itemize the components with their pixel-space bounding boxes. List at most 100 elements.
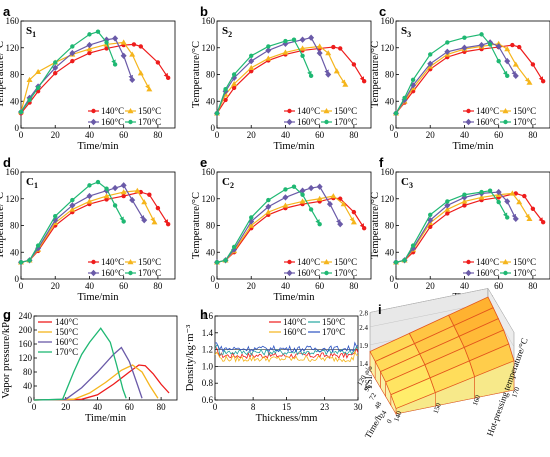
data-point	[141, 199, 148, 205]
data-point	[87, 32, 92, 37]
x-tick-label: 40	[93, 402, 103, 412]
data-point	[231, 72, 237, 77]
data-point	[249, 53, 254, 58]
x-tick-label: 80	[157, 402, 167, 412]
data-point	[214, 260, 220, 265]
legend-marker	[324, 119, 329, 125]
x-axis-label: Time/min	[273, 292, 315, 303]
x-tick-label: 80	[153, 130, 163, 140]
x-axis-label: Time/min	[273, 141, 315, 152]
arrow-head	[525, 213, 530, 219]
data-point	[129, 51, 136, 57]
data-point	[410, 77, 416, 83]
y-axis-label: Temperature/°C	[0, 192, 6, 259]
data-point	[282, 194, 289, 201]
legend-marker	[90, 118, 97, 126]
arrow-head	[340, 79, 346, 85]
data-point	[299, 45, 306, 51]
data-point	[526, 79, 533, 85]
panel-label-a: a	[3, 4, 11, 19]
data-point	[496, 199, 501, 205]
data-point	[444, 206, 451, 212]
data-point	[300, 192, 305, 197]
arrow-head	[336, 219, 341, 225]
data-point	[299, 36, 306, 43]
y-tick-label: 120	[381, 43, 395, 53]
data-point	[147, 192, 152, 197]
data-point	[402, 258, 407, 263]
panel-b: 0 20 40 60 80 0 40 80 120 160 Time/min Temperature/…	[191, 16, 372, 152]
y-tick-label: 0	[390, 274, 395, 284]
panel-title-main: S	[401, 25, 407, 37]
y-axis-label: Density/kg·m⁻³	[185, 325, 196, 391]
legend-label: 150°C	[334, 106, 357, 116]
legend-marker	[466, 108, 471, 114]
arrow-head	[145, 84, 150, 90]
data-point	[69, 206, 76, 212]
data-point	[283, 38, 288, 44]
data-point	[444, 48, 451, 55]
y-tick-label: 40	[10, 96, 20, 106]
panel-h: 0 8 15 23 30 0.6 0.8 1.0 1.2 1.4 1.6 Thickness/mm De…	[185, 311, 363, 424]
legend-marker	[286, 118, 293, 126]
data-point	[510, 42, 515, 48]
series-line-3	[33, 327, 127, 401]
legend-label: 140°C	[55, 317, 78, 327]
legend-marker	[287, 259, 292, 265]
data-point	[265, 203, 272, 210]
data-point	[103, 193, 110, 199]
data-point	[517, 44, 522, 50]
y-tick-label: 240	[19, 311, 33, 321]
panel-label-i: i	[378, 302, 382, 317]
data-point	[86, 198, 93, 204]
data-point	[27, 258, 32, 263]
data-point	[112, 184, 119, 192]
legend-marker	[91, 259, 96, 265]
data-point	[340, 201, 347, 207]
y-tick-label: 0	[28, 395, 33, 405]
data-point	[104, 197, 109, 202]
data-point	[282, 49, 289, 55]
legend-marker	[286, 269, 293, 277]
panel-label-c: c	[379, 4, 386, 19]
x-tick-label: 0	[215, 281, 220, 291]
y-tick-label: 40	[10, 247, 20, 257]
data-point	[265, 47, 272, 54]
legend-label: 170°C	[138, 268, 161, 278]
panel-title-sub: 2	[228, 30, 232, 39]
x-tick-label: 40	[460, 281, 470, 291]
series-line-1	[395, 43, 530, 114]
y-tick-label: 200	[19, 325, 33, 335]
data-point	[104, 40, 109, 45]
data-point	[308, 184, 315, 192]
y-axis-label: Temperature/°C	[370, 41, 381, 108]
data-point	[316, 183, 323, 190]
data-point	[134, 187, 141, 193]
series-line-3	[216, 186, 321, 263]
arrow-head	[150, 217, 155, 223]
x-tick-label: 0	[19, 130, 24, 140]
data-point	[131, 42, 137, 47]
arrow-head	[307, 70, 312, 76]
x-tick-label: 80	[349, 281, 359, 291]
arrow-head	[139, 215, 145, 221]
data-point	[338, 46, 343, 51]
legend-label: 160°C	[55, 337, 78, 347]
series-line-3	[216, 39, 312, 114]
legend-label: 170°C	[55, 347, 78, 357]
y-tick-label: 1.0	[202, 361, 214, 371]
data-point	[52, 64, 59, 72]
data-point	[331, 44, 336, 50]
arrow-head	[315, 219, 320, 225]
data-point	[87, 50, 92, 56]
x-tick-label: 20	[426, 130, 436, 140]
arrow-head	[511, 213, 516, 219]
legend-marker	[128, 270, 133, 276]
x-tick-label: 0	[394, 281, 399, 291]
series-line-2	[216, 37, 329, 114]
data-point	[308, 34, 315, 41]
y-tick-label: 80	[206, 70, 216, 80]
data-point	[95, 179, 101, 185]
x-tick-label: 0	[32, 402, 37, 412]
data-point	[504, 198, 511, 205]
